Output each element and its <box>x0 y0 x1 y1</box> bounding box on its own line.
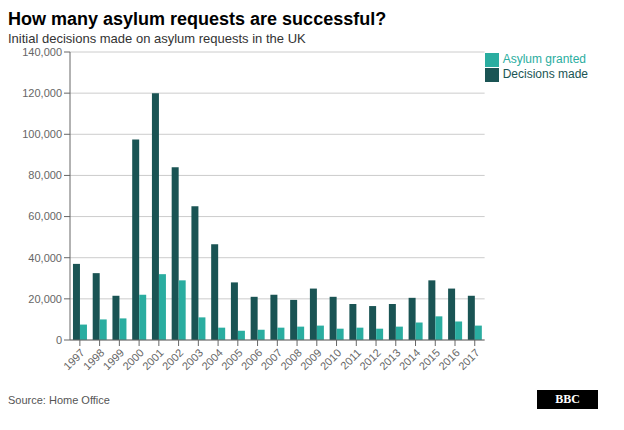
svg-text:2017: 2017 <box>456 346 482 372</box>
svg-text:80,000: 80,000 <box>28 169 62 181</box>
svg-text:2002: 2002 <box>160 346 186 372</box>
svg-text:2016: 2016 <box>436 346 462 372</box>
svg-text:2001: 2001 <box>140 346 166 372</box>
svg-text:1997: 1997 <box>61 346 87 372</box>
svg-text:2007: 2007 <box>258 346 284 372</box>
svg-text:120,000: 120,000 <box>22 87 62 99</box>
svg-text:2015: 2015 <box>416 346 442 372</box>
html-text:How many asylum requests are s: How many asylum requests are successful? <box>8 9 387 29</box>
svg-text:2010: 2010 <box>318 346 344 372</box>
svg-text:2014: 2014 <box>397 346 423 372</box>
svg-text:2003: 2003 <box>179 346 205 372</box>
svg-text:2008: 2008 <box>278 346 304 372</box>
svg-text:2000: 2000 <box>120 346 146 372</box>
svg-text:1999: 1999 <box>100 346 126 372</box>
svg-text:2013: 2013 <box>377 346 403 372</box>
svg-text:2006: 2006 <box>239 346 265 372</box>
svg-text:60,000: 60,000 <box>28 210 62 222</box>
svg-text:1998: 1998 <box>81 346 107 372</box>
svg-text:40,000: 40,000 <box>28 252 62 264</box>
svg-text:20,000: 20,000 <box>28 293 62 305</box>
svg-text:0: 0 <box>56 334 62 346</box>
svg-text:100,000: 100,000 <box>22 128 62 140</box>
html-text:Decisions made: Decisions made <box>502 66 588 81</box>
html-text:Asylum granted: Asylum granted <box>502 52 586 66</box>
svg-text:2004: 2004 <box>199 346 225 372</box>
svg-text:2009: 2009 <box>298 346 324 372</box>
html-text:Initial decisions made on asyl: Initial decisions made on asylum request… <box>8 31 306 46</box>
html-text:BBC: BBC <box>555 392 580 406</box>
svg-text:2011: 2011 <box>338 346 363 371</box>
svg-text:2005: 2005 <box>219 346 245 372</box>
svg-text:140,000: 140,000 <box>22 48 62 58</box>
svg-text:2012: 2012 <box>357 346 383 372</box>
html-text:Source: Home Office: Source: Home Office <box>8 393 110 406</box>
